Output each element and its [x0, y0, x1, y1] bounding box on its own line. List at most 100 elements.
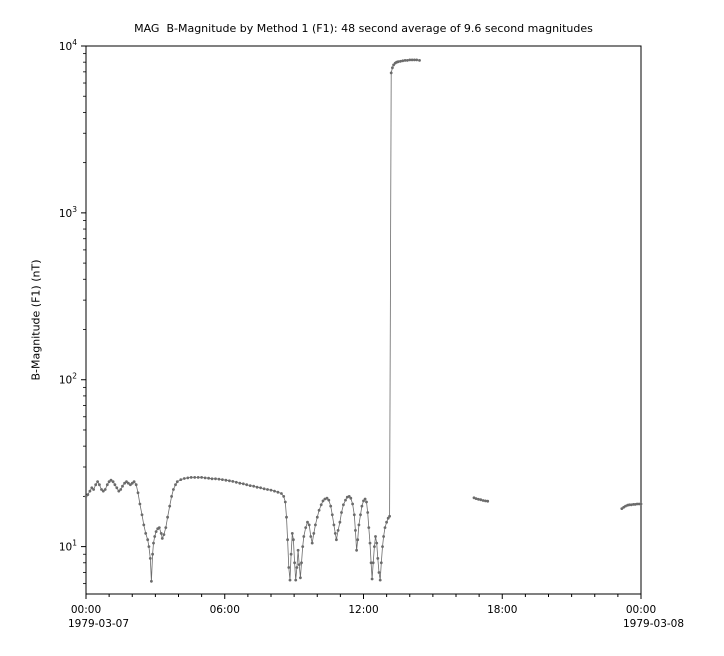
data-point [217, 477, 221, 481]
data-point [301, 545, 305, 548]
data-point [231, 480, 235, 483]
data-point [153, 535, 157, 538]
data-point [472, 496, 476, 500]
data-point [367, 526, 371, 529]
data-point [146, 538, 150, 542]
data-point [477, 497, 480, 501]
data-point [273, 489, 276, 493]
data-point [117, 489, 121, 493]
data-point [321, 499, 325, 503]
x-date-label: 1979-03-07 [68, 618, 129, 630]
data-point [248, 484, 252, 487]
data-point [293, 561, 296, 565]
data-point [234, 480, 238, 484]
data-point [306, 520, 309, 524]
data-point [359, 513, 362, 517]
data-point [94, 483, 98, 487]
data-point [338, 520, 342, 524]
data-point [119, 488, 123, 491]
data-point [366, 511, 370, 514]
x-tick-label: 12:00 [348, 604, 378, 616]
data-point [224, 478, 228, 482]
data-point [285, 515, 288, 519]
data-point [147, 545, 151, 548]
data-point [252, 484, 256, 488]
data-point [315, 515, 319, 519]
data-point [370, 577, 374, 581]
data-point [388, 514, 391, 518]
data-point [238, 481, 242, 485]
data-point [295, 566, 299, 569]
y-axis: 101 102 103 104 [59, 38, 86, 585]
data-point [221, 478, 224, 481]
data-point [376, 557, 380, 560]
data-point [196, 476, 200, 479]
data-point [136, 491, 140, 495]
data-point [84, 495, 88, 498]
data-point [383, 526, 387, 529]
data-point [296, 548, 300, 552]
data-point [304, 526, 308, 529]
data-point [375, 541, 379, 545]
data-point [179, 478, 183, 481]
x-tick-label: 00:00 [71, 604, 101, 616]
data-point [401, 59, 405, 63]
data-point [307, 523, 311, 527]
data-point [164, 526, 168, 529]
data-point [349, 496, 353, 500]
data-point [327, 498, 331, 502]
data-point [381, 545, 384, 548]
data-point [371, 561, 375, 565]
data-point [245, 483, 249, 487]
data-point [109, 478, 113, 482]
data-point [335, 538, 338, 542]
data-point [374, 535, 377, 538]
plot-frame [85, 45, 642, 595]
data-point [408, 58, 412, 62]
data-point [96, 480, 99, 484]
data-point [294, 578, 298, 582]
data-point [392, 63, 395, 67]
data-point [342, 503, 345, 507]
data-point [368, 541, 372, 545]
data-point [175, 480, 179, 484]
data-point [391, 66, 394, 70]
data-point [159, 532, 163, 535]
data-point [385, 520, 388, 524]
data-series [84, 58, 643, 583]
data-point [319, 503, 323, 507]
data-point [172, 488, 175, 491]
data-point [299, 576, 302, 580]
data-point [166, 515, 170, 519]
data-point [396, 60, 400, 64]
data-point [200, 476, 204, 479]
data-point [105, 483, 109, 487]
data-point [479, 498, 483, 502]
data-point [134, 483, 138, 487]
data-point [142, 523, 146, 527]
data-point [189, 476, 193, 479]
data-point [360, 504, 364, 508]
data-point [292, 538, 295, 542]
data-point [170, 495, 174, 498]
data-point [314, 523, 317, 527]
data-point [382, 535, 385, 538]
data-point [336, 529, 340, 532]
data-point [282, 495, 286, 498]
data-point [347, 495, 351, 498]
data-point [241, 482, 245, 486]
data-point [330, 513, 334, 517]
data-point [354, 529, 357, 532]
data-point [280, 492, 283, 495]
data-point [207, 476, 211, 480]
data-point [323, 497, 327, 501]
data-point [100, 488, 103, 491]
data-point [90, 486, 94, 490]
data-point [269, 488, 273, 492]
data-point [410, 58, 414, 62]
data-point [362, 499, 365, 503]
data-point [399, 59, 402, 63]
data-point [635, 502, 639, 506]
data-point [88, 489, 92, 493]
